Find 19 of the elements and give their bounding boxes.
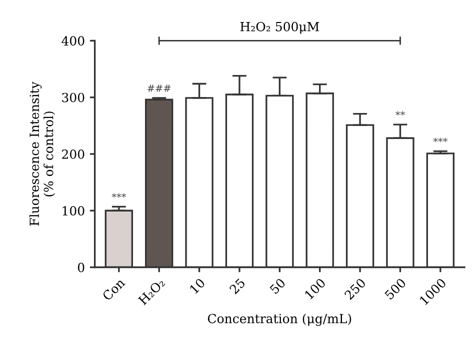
y-tick-label: 400 bbox=[62, 36, 84, 46]
y-tick-label: 100 bbox=[62, 206, 84, 216]
annotation: *** bbox=[112, 193, 126, 198]
y-axis-title: Fluorescence Intensity (% of control) bbox=[29, 82, 56, 226]
x-tick-label: Con bbox=[102, 277, 126, 302]
text: H₂O₂ 500μM bbox=[240, 22, 319, 34]
x-tick-label: 100 bbox=[304, 278, 326, 300]
y-tick-label: 300 bbox=[62, 92, 84, 102]
y-tick-label: 200 bbox=[62, 149, 84, 159]
x-tick-label: 50 bbox=[269, 278, 286, 294]
x-axis-title: Concentration (μg/mL) bbox=[208, 314, 352, 326]
annotation: ** bbox=[396, 111, 405, 116]
y-tick-label: 0 bbox=[78, 262, 84, 272]
x-tick-label: 25 bbox=[228, 278, 246, 294]
x-tick-label: 10 bbox=[189, 278, 206, 294]
annotation: *** bbox=[433, 138, 448, 142]
x-tick-label: 500 bbox=[384, 278, 406, 300]
annotation: ### bbox=[148, 84, 171, 92]
x-tick-label: 250 bbox=[344, 278, 366, 300]
